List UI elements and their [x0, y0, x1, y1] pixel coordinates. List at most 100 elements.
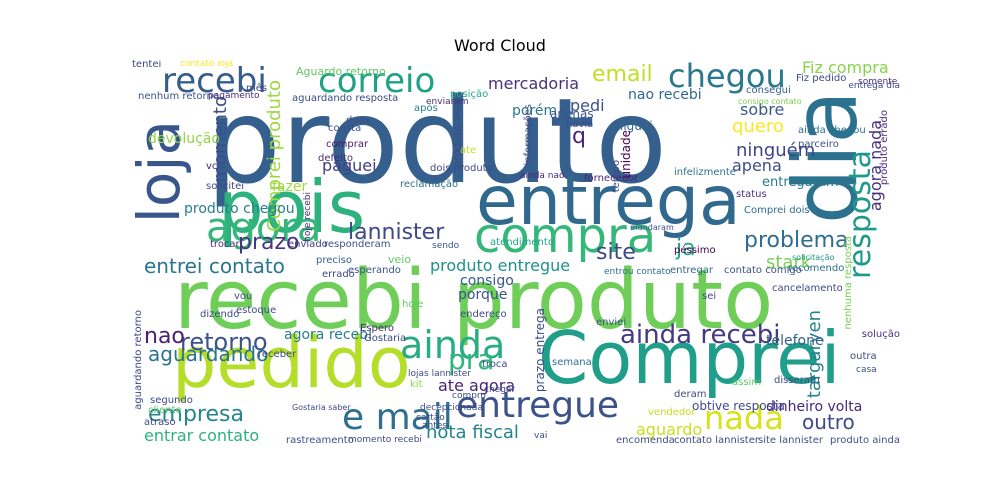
cloud-word: encomenda [616, 435, 675, 446]
cloud-word: pedido [172, 322, 411, 404]
cloud-word: correio [318, 61, 436, 101]
cloud-word: entrega dia [848, 81, 900, 91]
cloud-word: estoque [236, 305, 277, 316]
cloud-word: pois [218, 165, 366, 249]
cloud-word: Comprei [538, 316, 841, 400]
cloud-word: enviei [596, 317, 627, 328]
cloud-word: sendo [432, 241, 460, 251]
cloud-word: produto ainda [830, 435, 900, 446]
cloud-word: entregar [670, 265, 714, 276]
cloud-word: enviaram [426, 97, 469, 107]
cloud-word: troca [482, 359, 508, 370]
cloud-word: informações [523, 104, 534, 166]
cloud-word: mandaram [630, 223, 674, 232]
cloud-word: porém [512, 103, 558, 119]
cloud-word: veio [388, 253, 412, 266]
cloud-word: trocar [210, 239, 240, 250]
cloud-word: retorno [180, 328, 268, 356]
cloud-word: consigo contato [738, 97, 802, 106]
cloud-word: cliente [148, 405, 182, 416]
cloud-word: entrega [476, 162, 741, 241]
cloud-word: Fiz compra [802, 60, 889, 77]
cloud-word: consegui [746, 85, 791, 96]
cloud-word: sei [702, 291, 717, 302]
cloud-word: compro [452, 391, 486, 401]
cloud-word: recomendo [788, 263, 845, 274]
cloud-word: ate [460, 145, 477, 156]
cloud-word: dois produto [430, 163, 493, 174]
cloud-word: fazer [272, 179, 308, 195]
cloud-word: lojas lannister [408, 369, 471, 379]
cloud-word: semana [552, 357, 592, 368]
cloud-word: paguei [322, 156, 377, 175]
cloud-word: Aguardo retorno [296, 65, 386, 78]
cloud-word: ainda [400, 323, 506, 367]
cloud-word: outro [802, 410, 855, 434]
cloud-word: parceiro [798, 139, 839, 150]
cloud-word: chegou [668, 60, 786, 95]
cloud-word: solicitação [792, 253, 835, 262]
cloud-word: segundo [150, 395, 193, 406]
cloud-word: pedi [570, 96, 605, 115]
cloud-word: Gostaria saber [292, 403, 351, 412]
cloud-word: dizendo [200, 309, 240, 320]
cloud-word: solicitei [206, 181, 245, 192]
cloud-word: rastreamento [286, 435, 354, 446]
cloud-word: preciso [316, 255, 352, 266]
cloud-word: comprar [326, 139, 369, 150]
cloud-word: outra [850, 351, 877, 362]
cloud-word: compra [474, 208, 657, 264]
cloud-word: tentei [132, 60, 162, 70]
chart-title: Word Cloud [454, 36, 546, 55]
cloud-word: quero [732, 116, 784, 137]
cloud-word: porque [458, 287, 508, 303]
cloud-word: ainda nao [520, 171, 565, 181]
cloud-word: prazo entrega [533, 308, 547, 393]
cloud-word: status [736, 189, 767, 200]
cloud-word: liguei [620, 119, 653, 133]
cloud-word: empresa [148, 402, 244, 427]
cloud-word: email [592, 62, 653, 87]
cloud-word: e mail [342, 397, 453, 438]
cloud-word: havia [566, 119, 594, 130]
cloud-word: contato loja [180, 60, 234, 69]
cloud-word: reclamação [400, 179, 459, 190]
cloud-word: vendedor [648, 407, 696, 418]
cloud-word: entrei contato [144, 254, 285, 278]
cloud-word: aguardo [636, 420, 703, 439]
cloud-word: vc [206, 161, 218, 172]
cloud-word: aguardando resposta [292, 93, 399, 104]
cloud-word: solução [861, 329, 900, 340]
cloud-word: agora [206, 205, 322, 251]
cloud-word: posição [450, 89, 489, 100]
cloud-word: entregaram [762, 175, 839, 190]
cloud-word: deram [674, 389, 707, 400]
cloud-word: produto chegou [184, 201, 295, 217]
cloud-word: ainda recebi [620, 320, 781, 350]
cloud-word: péssimo [674, 245, 716, 256]
cloud-word: apena [732, 156, 782, 175]
cloud-word: responderam [324, 239, 391, 250]
cloud-word: recebi [162, 61, 267, 101]
cloud-word: receber [258, 349, 297, 360]
cloud-word: kit [410, 379, 423, 390]
cloud-word: Gostaria [364, 333, 407, 344]
cloud-word: recebi produto [174, 253, 774, 348]
cloud-word: consigo [460, 273, 514, 289]
cloud-word: chegar [484, 385, 516, 395]
cloud-word: produto veio [451, 98, 464, 168]
cloud-word: atendimento [490, 237, 554, 248]
cloud-word: nada [704, 399, 784, 437]
word-cloud-panel: produto recebi produto pois entrega dia Compr… [126, 60, 900, 446]
cloud-word: mês [246, 83, 268, 94]
cloud-word: produto errado [879, 110, 890, 186]
cloud-word: ninguém [736, 140, 816, 161]
cloud-word: somente [858, 77, 898, 87]
cloud-word: produto [206, 72, 668, 210]
cloud-word: fornecedor [584, 173, 639, 184]
cloud-word: duas [346, 115, 371, 126]
cloud-word: devolução [148, 131, 220, 147]
cloud-word: nao recebi [628, 87, 702, 103]
cloud-word: nenhuma resposta [843, 236, 854, 330]
cloud-word: aguardando retorno [133, 310, 144, 410]
